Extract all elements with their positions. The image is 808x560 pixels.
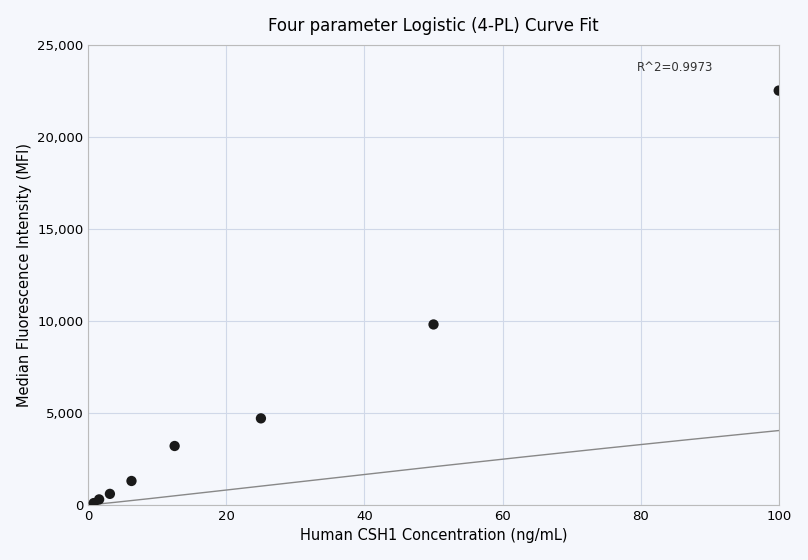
- Point: [168, 441, 181, 450]
- Point: [93, 495, 106, 504]
- Point: [772, 86, 785, 95]
- Point: [125, 477, 138, 486]
- Point: [103, 489, 116, 498]
- Point: [255, 414, 267, 423]
- Y-axis label: Median Fluorescence Intensity (MFI): Median Fluorescence Intensity (MFI): [17, 143, 32, 407]
- Text: R^2=0.9973: R^2=0.9973: [638, 61, 713, 74]
- Title: Four parameter Logistic (4-PL) Curve Fit: Four parameter Logistic (4-PL) Curve Fit: [268, 17, 599, 35]
- Point: [87, 498, 100, 507]
- X-axis label: Human CSH1 Concentration (ng/mL): Human CSH1 Concentration (ng/mL): [300, 528, 567, 543]
- Point: [427, 320, 440, 329]
